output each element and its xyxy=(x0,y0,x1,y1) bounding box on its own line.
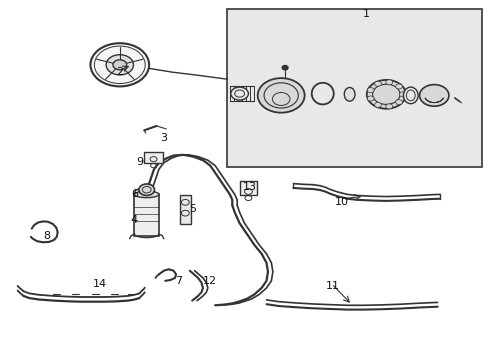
Text: 12: 12 xyxy=(203,276,217,286)
Circle shape xyxy=(385,80,392,85)
Circle shape xyxy=(90,43,149,86)
Circle shape xyxy=(113,60,126,70)
Text: 4: 4 xyxy=(131,215,138,225)
Text: 1: 1 xyxy=(363,9,369,19)
Text: 14: 14 xyxy=(93,279,107,289)
Text: 13: 13 xyxy=(242,182,256,192)
Text: 6: 6 xyxy=(131,189,138,199)
Bar xyxy=(144,152,163,163)
Circle shape xyxy=(399,92,406,97)
Text: 8: 8 xyxy=(43,231,50,241)
Text: 7: 7 xyxy=(175,276,182,286)
Ellipse shape xyxy=(134,191,159,198)
Bar xyxy=(239,181,257,195)
Circle shape xyxy=(395,100,402,105)
Text: 5: 5 xyxy=(189,204,196,214)
Circle shape xyxy=(419,85,448,106)
Text: 10: 10 xyxy=(335,197,348,207)
Circle shape xyxy=(366,80,405,109)
Circle shape xyxy=(366,87,373,93)
Text: 2: 2 xyxy=(116,67,123,77)
Bar xyxy=(134,194,159,236)
Circle shape xyxy=(374,102,381,107)
Ellipse shape xyxy=(344,87,354,101)
Circle shape xyxy=(282,66,287,70)
Ellipse shape xyxy=(403,87,417,104)
Circle shape xyxy=(139,184,154,195)
Bar xyxy=(180,195,190,224)
Circle shape xyxy=(366,96,373,101)
Circle shape xyxy=(230,87,248,100)
Circle shape xyxy=(257,78,304,113)
Circle shape xyxy=(395,84,402,89)
Bar xyxy=(227,9,481,167)
Circle shape xyxy=(374,81,381,86)
Circle shape xyxy=(106,55,133,75)
Text: 3: 3 xyxy=(160,132,167,143)
Text: 11: 11 xyxy=(325,281,339,291)
Text: 9: 9 xyxy=(136,157,142,167)
Circle shape xyxy=(385,104,392,109)
